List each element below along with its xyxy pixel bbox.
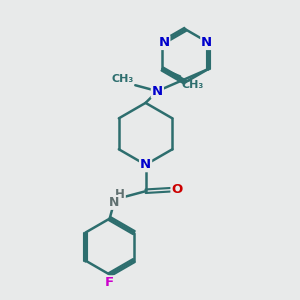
Text: N: N xyxy=(201,36,212,49)
Text: N: N xyxy=(109,196,119,209)
Text: CH₃: CH₃ xyxy=(182,80,204,90)
Text: N: N xyxy=(152,85,163,98)
Text: H: H xyxy=(115,188,125,201)
Text: N: N xyxy=(158,36,169,49)
Text: O: O xyxy=(172,183,183,196)
Text: N: N xyxy=(140,158,151,171)
Text: F: F xyxy=(105,276,114,289)
Text: CH₃: CH₃ xyxy=(112,74,134,84)
